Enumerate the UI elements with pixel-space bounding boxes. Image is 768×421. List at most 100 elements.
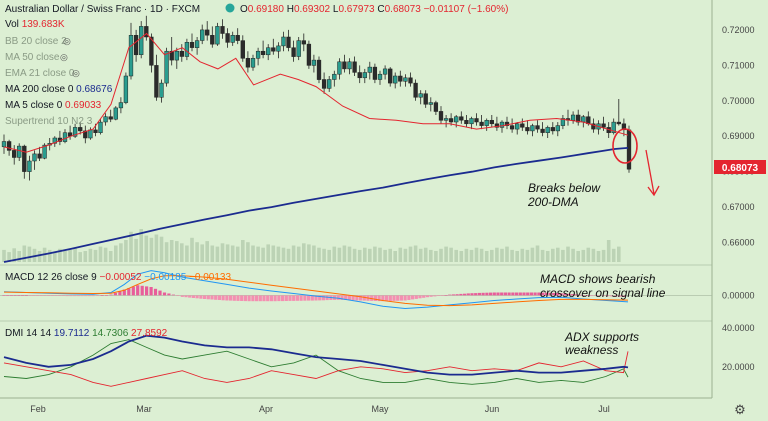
candle-body-up — [255, 50, 261, 59]
candle-body-down — [149, 36, 154, 66]
macd-histogram-bar — [552, 292, 556, 296]
volume-bar — [464, 248, 469, 262]
volume-bar — [149, 237, 154, 262]
macd-histogram-bar — [104, 295, 109, 296]
volume-bar — [444, 246, 448, 262]
candle-body-down — [83, 130, 88, 139]
macd-histogram-bar — [13, 295, 17, 296]
candle-body-down — [210, 35, 215, 45]
candle-body-down — [154, 65, 159, 98]
macd-histogram-bar — [381, 295, 385, 302]
macd-histogram-bar — [522, 292, 526, 296]
candle-body-down — [357, 72, 362, 79]
macd-histogram-bar — [526, 292, 530, 296]
volume-bar — [322, 248, 326, 262]
candle-body-up — [570, 114, 576, 121]
volume-bar — [495, 247, 499, 262]
macd-histogram-bar — [284, 295, 288, 301]
volume-bar — [551, 248, 555, 262]
eye-off-icon[interactable]: ◎ — [72, 68, 80, 78]
legend-macd[interactable]: MACD 12 26 close 9 −0.00052 −0.00185 −0.… — [5, 272, 231, 283]
candle-body-up — [98, 121, 103, 133]
down-arrow — [645, 149, 660, 197]
macd-histogram-bar — [321, 295, 325, 301]
candle — [215, 22, 220, 46]
candle-body-down — [316, 59, 322, 80]
volume-bar — [169, 240, 174, 262]
legend-ma50[interactable]: MA 50 close — [5, 52, 60, 63]
candle-body-up — [215, 26, 220, 45]
macd-histogram-bar — [373, 295, 377, 301]
macd-histogram-bar — [61, 295, 65, 296]
legend-ma5[interactable]: MA 5 close 0 0.69033 — [5, 100, 102, 111]
macd-histogram-bar — [39, 295, 43, 296]
symbol-title[interactable]: Australian Dollar / Swiss Franc · 1D · F… — [5, 4, 200, 15]
macd-histogram-bar — [131, 286, 135, 296]
breakout-circle — [612, 128, 638, 164]
macd-histogram-bar — [232, 295, 236, 301]
volume-bar — [261, 247, 265, 262]
volume-bar — [83, 251, 88, 262]
annotation-adx-2: weakness — [565, 343, 618, 357]
macd-histogram-bar — [43, 295, 47, 296]
volume-bar — [413, 245, 418, 262]
candle-body-down — [144, 26, 149, 38]
candle — [408, 72, 413, 87]
volume-bar — [266, 244, 270, 262]
legend-vol[interactable]: Vol 139.683K — [5, 19, 65, 30]
market-open-dot — [225, 3, 235, 13]
macd-histogram-bar — [570, 294, 574, 296]
candle-body-up — [581, 116, 586, 123]
volume-bar — [403, 248, 408, 262]
volume-bar — [510, 249, 514, 262]
macd-histogram-bar — [87, 295, 91, 297]
candle-body-down — [245, 58, 251, 68]
volume-bar — [535, 245, 540, 262]
candle — [250, 54, 256, 71]
volume-bar — [180, 243, 184, 262]
candle — [22, 144, 27, 179]
volume-bar — [500, 248, 504, 262]
volume-bar — [159, 236, 164, 262]
volume-bar — [114, 245, 118, 262]
candle — [525, 120, 530, 135]
volume-bar — [12, 248, 16, 263]
legend-ma200[interactable]: MA 200 close 0 0.68676 — [5, 84, 113, 95]
legend-supertrend[interactable]: Supertrend 10 N2 3 — [5, 116, 93, 127]
macd-histogram-bar — [203, 295, 207, 299]
candle — [469, 116, 474, 130]
macd-histogram-bar — [474, 293, 478, 296]
macd-histogram-bar — [292, 295, 296, 301]
volume-bar — [540, 249, 545, 262]
macd-histogram-bar — [340, 295, 344, 300]
macd-histogram-bar — [171, 294, 175, 296]
macd-histogram-bar — [145, 286, 149, 296]
volume-bar — [225, 244, 230, 262]
volume-bar — [312, 245, 316, 262]
candle-body-down — [22, 145, 27, 172]
gear-icon[interactable]: ⚙ — [734, 402, 746, 417]
candle-body-up — [367, 66, 372, 73]
candle-body-up — [296, 40, 301, 57]
macd-histogram-bar — [24, 295, 28, 296]
volume-bar — [363, 247, 367, 262]
candle-body-down — [286, 36, 291, 48]
volume-bar — [469, 249, 474, 262]
volume-bar — [490, 249, 494, 262]
legend-ema21[interactable]: EMA 21 close 0 — [5, 68, 75, 79]
macd-histogram-bar — [221, 295, 225, 301]
eye-off-icon[interactable]: ◎ — [63, 36, 71, 46]
volume-bar — [108, 251, 113, 262]
eye-off-icon[interactable]: ◎ — [60, 52, 68, 62]
candle — [489, 115, 494, 128]
macd-histogram-bar — [515, 292, 519, 296]
volume-bar — [2, 249, 6, 262]
macd-histogram-bar — [180, 295, 184, 297]
candle — [245, 51, 251, 73]
candle-body-down — [408, 77, 413, 84]
legend-dmi[interactable]: DMI 14 14 19.7112 14.7306 27.8592 — [5, 328, 168, 339]
legend-bb[interactable]: BB 20 close 2 — [5, 36, 67, 47]
macd-histogram-bar — [622, 295, 626, 297]
macd-histogram-bar — [167, 293, 171, 296]
